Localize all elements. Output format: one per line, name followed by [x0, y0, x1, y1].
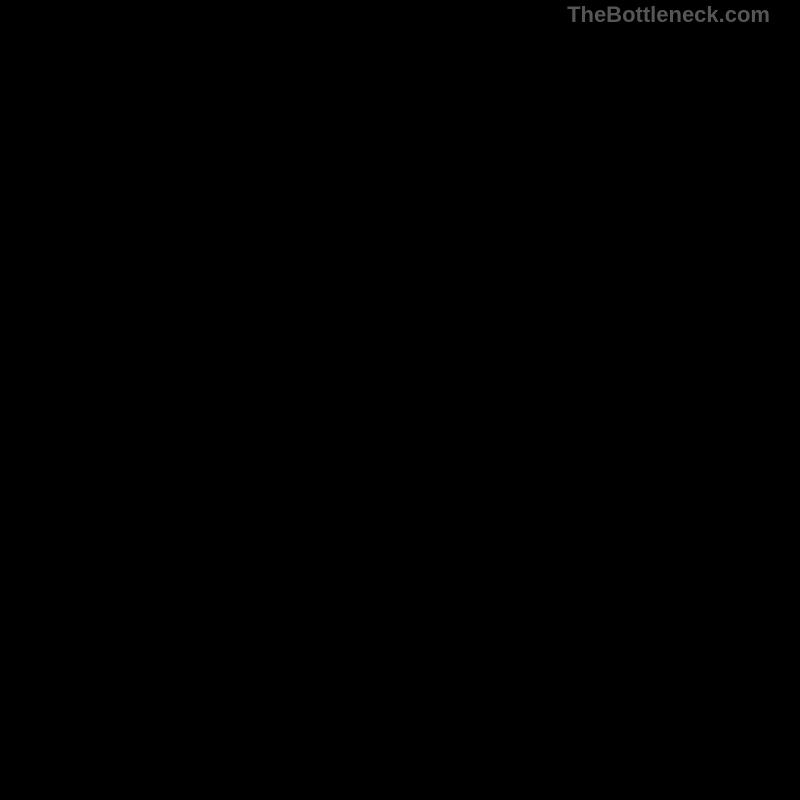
- bottleneck-heatmap: [25, 30, 775, 780]
- chart-container: TheBottleneck.com: [0, 0, 800, 800]
- marker-dot: [0, 0, 5, 5]
- crosshair-vertical: [0, 30, 1, 780]
- crosshair-horizontal: [25, 0, 775, 1]
- watermark-text: TheBottleneck.com: [567, 2, 770, 28]
